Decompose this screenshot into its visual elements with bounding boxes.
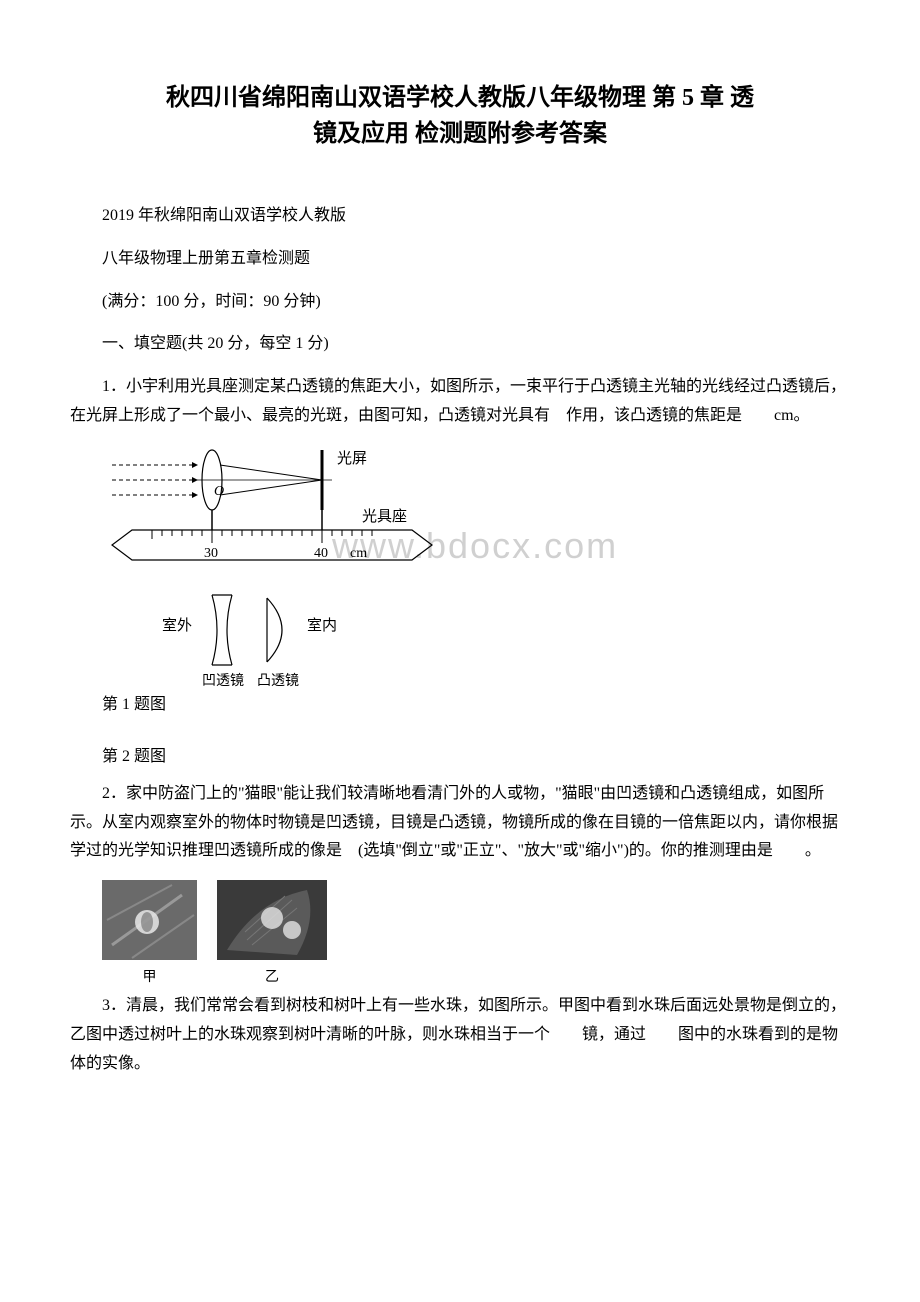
title-line2: 镜及应用 检测题附参考答案 — [313, 121, 607, 147]
photo-jia-img — [102, 880, 197, 960]
question-1: 1．小宇利用光具座测定某凸透镜的焦距大小，如图所示，一束平行于凸透镜主光轴的光线… — [70, 373, 850, 431]
label-O: O — [214, 484, 224, 499]
scale-unit: cm — [350, 546, 367, 561]
figure-1-block: www.bdocx.com O 光屏 光具座 — [102, 445, 850, 728]
photo-yi-caption: 乙 — [265, 966, 279, 986]
para-section-1: 一、填空题(共 20 分，每空 1 分) — [70, 330, 850, 359]
figure-1-caption: 第 1 题图 — [102, 690, 166, 714]
scale-30: 30 — [204, 546, 218, 561]
title-line1: 秋四川省绵阳南山双语学校人教版八年级物理 第 5 章 透 — [166, 85, 754, 111]
photo-row: 甲 乙 — [102, 880, 850, 986]
doc-title: 秋四川省绵阳南山双语学校人教版八年级物理 第 5 章 透 镜及应用 检测题附参考… — [70, 80, 850, 152]
photo-jia: 甲 — [102, 880, 197, 986]
label-outdoor: 室外 — [162, 617, 192, 634]
figure-2-caption: 第 2 题图 — [102, 742, 850, 766]
photo-yi: 乙 — [217, 880, 327, 986]
para-school: 2019 年秋绵阳南山双语学校人教版 — [70, 202, 850, 231]
label-bench: 光具座 — [362, 508, 407, 525]
para-score-time: (满分：100 分，时间：90 分钟) — [70, 288, 850, 317]
label-concave: 凹透镜 — [202, 673, 244, 689]
scale-40: 40 — [314, 546, 328, 561]
photo-yi-img — [217, 880, 327, 960]
question-3: 3．清晨，我们常常会看到树枝和树叶上有一些水珠，如图所示。甲图中看到水珠后面远处… — [70, 992, 850, 1078]
photo-jia-caption: 甲 — [143, 966, 157, 986]
optical-bench-diagram: O 光屏 光具座 — [102, 445, 462, 575]
label-convex: 凸透镜 — [257, 673, 299, 689]
cateye-diagram: 室外 室内 凹透镜 凸透镜 — [102, 580, 402, 690]
para-subject: 八年级物理上册第五章检测题 — [70, 245, 850, 274]
label-screen: 光屏 — [337, 450, 367, 467]
question-2: 2．家中防盗门上的"猫眼"能让我们较清晰地看清门外的人或物，"猫眼"由凹透镜和凸… — [70, 780, 850, 866]
label-indoor: 室内 — [307, 617, 337, 634]
